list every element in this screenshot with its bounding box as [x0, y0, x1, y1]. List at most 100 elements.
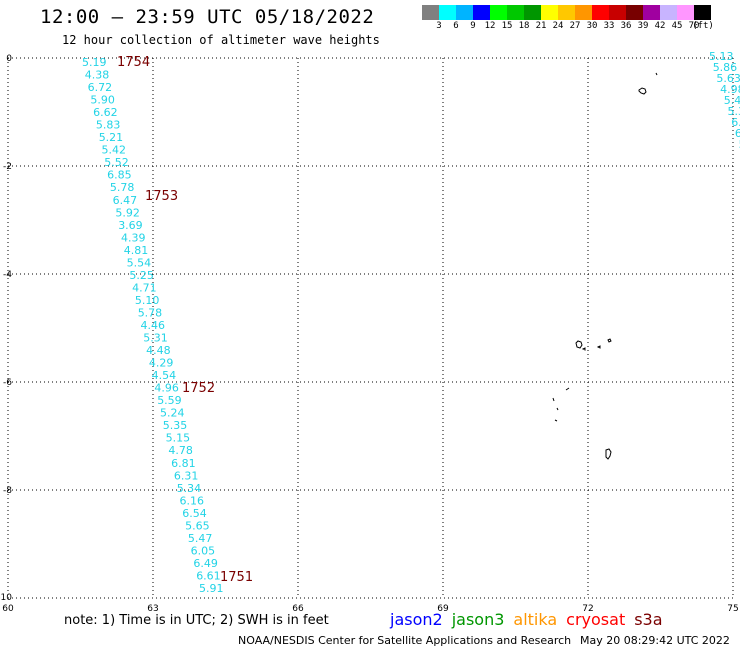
colorbar-label: 18: [518, 21, 530, 31]
swh-value: 6.81: [171, 457, 196, 470]
note-text: note: 1) Time is in UTC; 2) SWH is in fe…: [64, 613, 329, 628]
colorbar-swatch: [626, 5, 643, 20]
colorbar-label: 21: [535, 21, 547, 31]
swh-value: 4.78: [168, 444, 193, 457]
swh-value: 6.49: [193, 557, 218, 570]
colorbar-swatch: [677, 5, 694, 20]
time-label: 1752: [182, 381, 215, 396]
y-tick-label: -6: [3, 378, 12, 388]
swh-value: 5.78: [110, 181, 134, 194]
swh-value: 4.39: [121, 231, 146, 244]
colorbar-label: 6: [453, 21, 459, 31]
island-outline: [575, 338, 612, 351]
swh-value: 6.: [731, 116, 740, 129]
swh-value: 6.85: [107, 169, 132, 182]
satellite-track-east: 5.135.865.634.985.45.36.6.5: [709, 50, 740, 151]
colorbar-swatch: [592, 5, 609, 20]
satellite-legend-altika: altika: [513, 610, 558, 629]
satellite-legend: jason2 jason3 altika cryosat s3a: [390, 610, 672, 629]
colorbar: [422, 5, 711, 20]
colorbar-label: 27: [569, 21, 581, 31]
y-tick-label: -10: [0, 593, 12, 603]
swh-value: 6.72: [88, 81, 113, 94]
colorbar-swatch: [558, 5, 575, 20]
swh-value: 4.29: [149, 357, 174, 370]
swh-value: 5.19: [82, 56, 107, 69]
colorbar-label: 24: [552, 21, 564, 31]
colorbar-swatch: [439, 5, 456, 20]
colorbar-label: 39: [637, 21, 649, 31]
y-tick-label: -2: [3, 162, 12, 172]
colorbar-swatch: [456, 5, 473, 20]
x-tick-label: 66: [292, 604, 304, 612]
satellite-legend-jason2: jason2: [390, 610, 443, 629]
island-outline: [638, 72, 658, 95]
colorbar-label: 45: [671, 21, 683, 31]
swh-value: 4.48: [146, 344, 171, 357]
map-subtitle: 12 hour collection of altimeter wave hei…: [62, 33, 380, 47]
colorbar-label: 36: [620, 21, 632, 31]
grid-lines: [7, 57, 734, 599]
colorbar-label: 70: [688, 21, 700, 31]
swh-value: 5.78: [138, 307, 163, 320]
colorbar-label: 3: [436, 21, 442, 31]
y-tick-label: 0: [6, 54, 12, 64]
satellite-legend-cryosat: cryosat: [566, 610, 626, 629]
colorbar-swatch: [643, 5, 660, 20]
colorbar-label: 15: [501, 21, 513, 31]
swh-value: 6.16: [180, 494, 205, 507]
swh-value: 6.: [735, 127, 740, 140]
swh-value: 5.65: [185, 519, 210, 532]
swh-value: 6.54: [182, 507, 207, 520]
y-axis-ticks: 0 -2 -4 -6 -8 -10: [0, 54, 12, 603]
swh-value: 5.10: [135, 294, 160, 307]
x-tick-label: 75: [727, 604, 738, 612]
x-axis-ticks: 60 63 66 69 72 75: [2, 604, 738, 612]
time-label: 1754: [117, 55, 150, 70]
colorbar-swatch: [660, 5, 677, 20]
island-outlines: [552, 72, 658, 460]
swh-value: 6.61: [196, 570, 221, 583]
colorbar-swatch: [473, 5, 490, 20]
swh-value: 5.13: [709, 50, 734, 63]
colorbar-label: (ft): [692, 21, 714, 31]
swh-value: 4.38: [85, 69, 110, 82]
colorbar-swatch: [422, 5, 439, 20]
swh-value: 4.98: [720, 83, 740, 96]
satellite-legend-s3a: s3a: [634, 610, 663, 629]
swh-value: 4.54: [152, 369, 177, 382]
swh-value: 5.34: [177, 482, 202, 495]
swh-value: 3.69: [118, 219, 143, 232]
colorbar-swatch: [524, 5, 541, 20]
x-tick-label: 60: [2, 604, 14, 612]
colorbar-swatch: [575, 5, 592, 20]
satellite-track: 5.194.386.725.906.625.835.215.425.526.85…: [82, 55, 253, 595]
x-tick-label: 72: [582, 604, 593, 612]
swh-value: 5.15: [166, 432, 191, 445]
swh-value: 5.91: [199, 582, 224, 595]
swh-value: 5.86: [713, 61, 738, 74]
swh-value: 5: [739, 138, 740, 151]
y-tick-label: -8: [3, 486, 12, 496]
swh-value: 5.42: [102, 144, 127, 157]
swh-value: 4.46: [141, 319, 166, 332]
swh-value: 5.63: [716, 72, 740, 85]
swh-value: 5.92: [115, 206, 139, 219]
swh-value: 4.71: [132, 281, 157, 294]
swh-value: 5.4: [724, 94, 740, 107]
colorbar-swatch: [541, 5, 558, 20]
swh-value: 5.21: [99, 131, 124, 144]
colorbar-swatch: [694, 5, 711, 20]
credit-text: NOAA/NESDIS Center for Satellite Applica…: [238, 634, 572, 647]
colorbar-label: 9: [470, 21, 476, 31]
swh-value: 4.96: [154, 382, 179, 395]
swh-value: 5.90: [90, 94, 115, 107]
swh-value: 5.83: [96, 119, 121, 132]
colorbar-label: 33: [603, 21, 615, 31]
swh-value: 5.25: [129, 269, 154, 282]
swh-value: 6.31: [174, 469, 199, 482]
y-tick-label: -4: [3, 270, 12, 280]
swh-value: 5.47: [188, 532, 213, 545]
timestamp: May 20 08:29:42 UTC 2022: [580, 634, 730, 647]
